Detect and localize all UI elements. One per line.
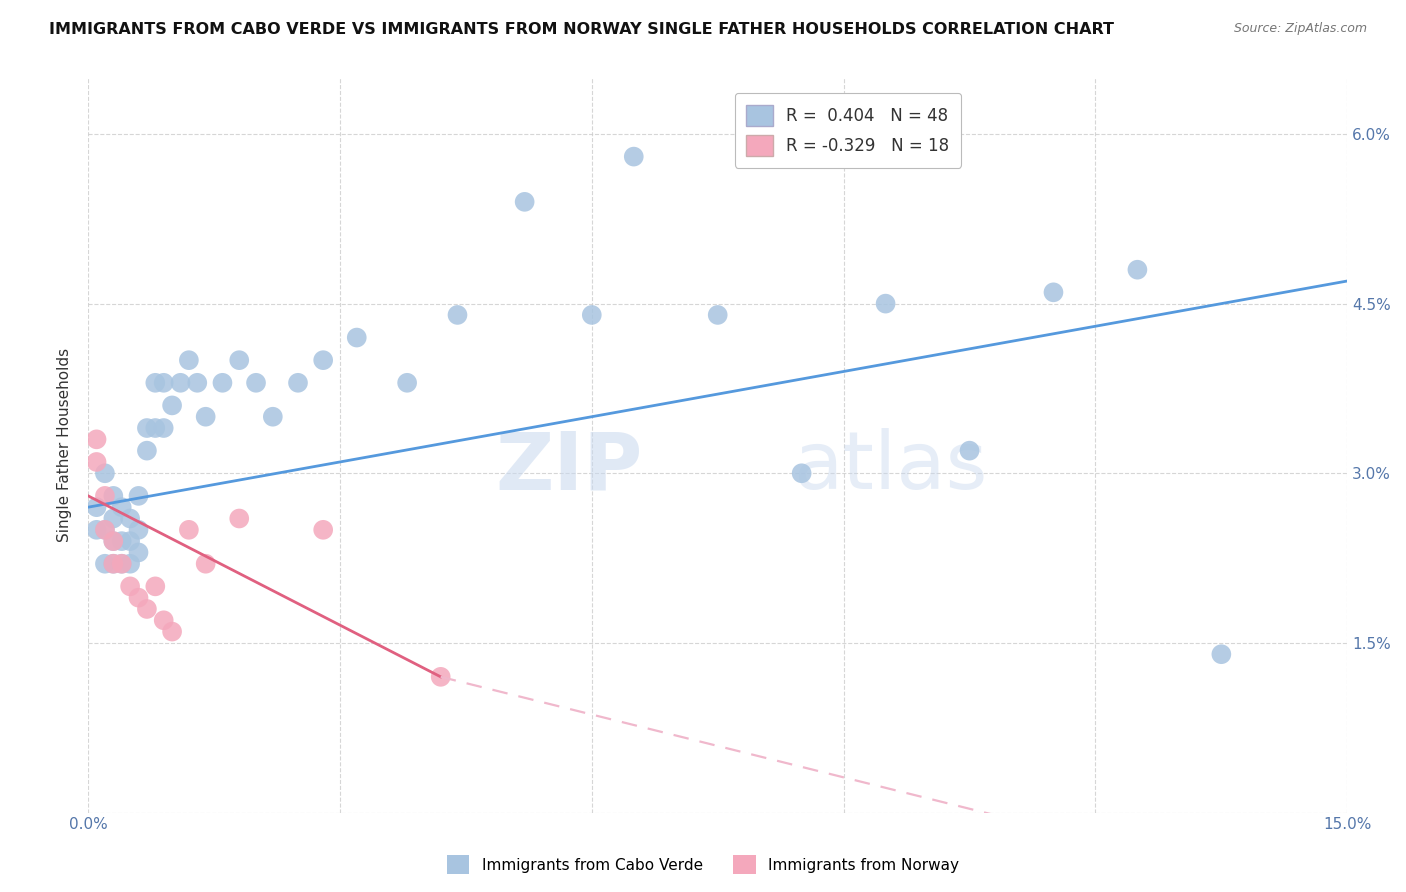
Point xyxy=(103,511,125,525)
Point xyxy=(152,421,174,435)
Point xyxy=(623,150,645,164)
Point xyxy=(86,523,108,537)
Point xyxy=(169,376,191,390)
Point xyxy=(86,455,108,469)
Point xyxy=(111,557,134,571)
Point xyxy=(152,613,174,627)
Point xyxy=(86,500,108,515)
Point xyxy=(135,602,157,616)
Point xyxy=(94,523,117,537)
Point xyxy=(1042,285,1064,300)
Point xyxy=(152,376,174,390)
Y-axis label: Single Father Households: Single Father Households xyxy=(58,348,72,542)
Point xyxy=(94,557,117,571)
Point xyxy=(103,534,125,549)
Point xyxy=(143,579,166,593)
Point xyxy=(396,376,419,390)
Point xyxy=(312,523,335,537)
Point xyxy=(429,670,451,684)
Text: Source: ZipAtlas.com: Source: ZipAtlas.com xyxy=(1233,22,1367,36)
Point xyxy=(346,330,368,344)
Point xyxy=(135,421,157,435)
Point xyxy=(312,353,335,368)
Point xyxy=(875,296,897,310)
Point xyxy=(94,523,117,537)
Point xyxy=(287,376,309,390)
Point xyxy=(143,376,166,390)
Point xyxy=(160,624,183,639)
Point xyxy=(128,489,150,503)
Point xyxy=(1126,262,1149,277)
Point xyxy=(177,523,200,537)
Point xyxy=(177,353,200,368)
Legend: Immigrants from Cabo Verde, Immigrants from Norway: Immigrants from Cabo Verde, Immigrants f… xyxy=(440,849,966,880)
Point xyxy=(228,353,250,368)
Point xyxy=(103,489,125,503)
Legend: R =  0.404   N = 48, R = -0.329   N = 18: R = 0.404 N = 48, R = -0.329 N = 18 xyxy=(735,93,962,168)
Point xyxy=(186,376,208,390)
Point xyxy=(211,376,233,390)
Point xyxy=(1211,647,1233,661)
Point xyxy=(706,308,728,322)
Point xyxy=(111,500,134,515)
Point xyxy=(135,443,157,458)
Point xyxy=(103,534,125,549)
Point xyxy=(160,398,183,412)
Point xyxy=(228,511,250,525)
Point xyxy=(120,557,142,571)
Point xyxy=(111,534,134,549)
Point xyxy=(120,534,142,549)
Point xyxy=(103,557,125,571)
Point xyxy=(111,557,134,571)
Point xyxy=(120,511,142,525)
Point xyxy=(120,579,142,593)
Text: IMMIGRANTS FROM CABO VERDE VS IMMIGRANTS FROM NORWAY SINGLE FATHER HOUSEHOLDS CO: IMMIGRANTS FROM CABO VERDE VS IMMIGRANTS… xyxy=(49,22,1114,37)
Text: atlas: atlas xyxy=(793,428,987,506)
Point xyxy=(143,421,166,435)
Point xyxy=(790,467,813,481)
Point xyxy=(446,308,468,322)
Point xyxy=(86,433,108,447)
Point xyxy=(128,545,150,559)
Text: ZIP: ZIP xyxy=(495,428,643,506)
Point xyxy=(959,443,981,458)
Point xyxy=(262,409,284,424)
Point xyxy=(103,557,125,571)
Point xyxy=(194,557,217,571)
Point xyxy=(513,194,536,209)
Point xyxy=(581,308,603,322)
Point xyxy=(94,467,117,481)
Point xyxy=(128,591,150,605)
Point xyxy=(128,523,150,537)
Point xyxy=(194,409,217,424)
Point xyxy=(245,376,267,390)
Point xyxy=(94,489,117,503)
